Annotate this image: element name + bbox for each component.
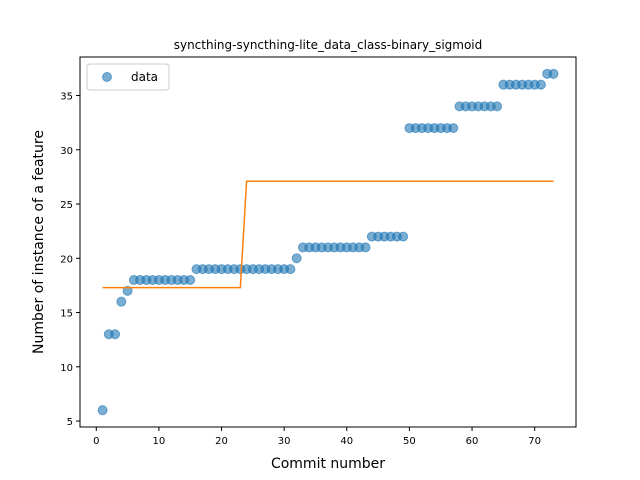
fit-line: [102, 180, 554, 289]
plot-area: [97, 68, 559, 416]
x-tick-label: 50: [403, 436, 416, 447]
x-tick-label: 40: [340, 436, 353, 447]
data-point: [360, 242, 371, 253]
data-point: [398, 231, 409, 242]
y-tick-label: 5: [67, 417, 73, 428]
data-point: [285, 264, 296, 275]
y-tick-label: 35: [60, 92, 73, 103]
data-point: [492, 101, 503, 112]
x-axis: 0 10 20 30 40 50 60 70: [93, 427, 541, 447]
x-tick-label: 0: [93, 436, 99, 447]
data-point: [116, 296, 127, 307]
x-tick-label: 70: [528, 436, 541, 447]
data-point: [122, 285, 133, 296]
legend-frame: [86, 63, 170, 91]
data-point: [97, 405, 108, 416]
y-axis-label: Number of instance of a feature: [31, 130, 47, 354]
data-point: [535, 79, 546, 90]
chart-title: syncthing-syncthing-lite_data_class-bina…: [174, 38, 483, 52]
x-tick-label: 20: [215, 436, 228, 447]
data-point: [185, 274, 196, 285]
legend-marker-data: [102, 72, 112, 82]
y-tick-label: 15: [60, 309, 73, 320]
x-tick-label: 30: [278, 436, 291, 447]
data-point: [291, 253, 302, 264]
data-point: [548, 68, 559, 79]
data-point: [448, 123, 459, 134]
y-tick-label: 10: [60, 363, 73, 374]
legend: data: [86, 63, 170, 91]
legend-label-data: data: [131, 70, 158, 84]
y-tick-label: 30: [60, 146, 73, 157]
x-tick-label: 10: [153, 436, 166, 447]
y-axis: 5 10 15 20 25 30 35: [60, 92, 80, 428]
x-tick-label: 60: [466, 436, 479, 447]
plot-frame: [79, 56, 577, 428]
data-point: [110, 329, 121, 340]
y-tick-label: 20: [60, 254, 73, 265]
x-axis-label: Commit number: [271, 456, 385, 472]
y-tick-label: 25: [60, 200, 73, 211]
